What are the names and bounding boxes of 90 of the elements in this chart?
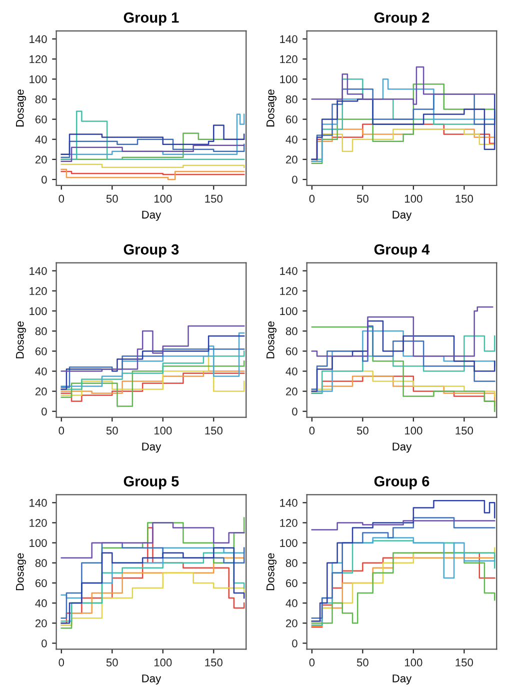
x-tick-label: 100 — [154, 194, 172, 203]
x-tick-label: 100 — [404, 194, 422, 203]
y-tick-label: 40 — [35, 367, 47, 376]
chart-title: Group 5 — [124, 476, 179, 490]
y-tick-label: 120 — [280, 55, 298, 64]
x-tick-label: 50 — [106, 194, 118, 203]
y-tick-label: 100 — [30, 307, 47, 316]
y-tick-label: 0 — [42, 408, 47, 416]
y-tick-label: 60 — [36, 579, 47, 588]
y-tick-label: 40 — [286, 136, 298, 144]
x-tick-label: 50 — [356, 658, 368, 666]
y-tick-label: 140 — [30, 35, 47, 44]
x-axis-title: Day — [142, 442, 162, 453]
x-tick-label: 150 — [205, 194, 222, 203]
x-tick-label: 100 — [154, 426, 172, 435]
y-tick-label: 20 — [35, 156, 47, 164]
x-axis-title: Day — [392, 674, 412, 685]
chart-title: Group 1 — [124, 12, 179, 26]
x-tick-label: 0 — [58, 426, 64, 435]
x-tick-label: 0 — [309, 426, 315, 435]
y-tick-label: 0 — [42, 176, 47, 184]
y-tick-label: 40 — [35, 136, 47, 144]
y-tick-label: 40 — [35, 599, 47, 608]
x-tick-label: 50 — [356, 426, 368, 435]
y-axis-title: Dosage — [16, 321, 26, 358]
y-axis-title: Dosage — [266, 90, 277, 126]
chart-title: Group 4 — [374, 244, 430, 258]
y-tick-label: 0 — [292, 408, 298, 416]
x-tick-label: 150 — [456, 658, 473, 666]
y-axis-title: Dosage — [266, 553, 277, 590]
y-tick-label: 100 — [30, 539, 47, 547]
y-tick-label: 80 — [286, 559, 298, 568]
y-tick-label: 120 — [30, 55, 47, 64]
y-tick-label: 100 — [280, 75, 298, 84]
y-tick-label: 100 — [280, 307, 298, 316]
y-axis-title: Dosage — [16, 90, 26, 126]
y-tick-label: 140 — [30, 498, 47, 507]
y-tick-label: 0 — [42, 639, 47, 648]
y-tick-label: 20 — [286, 156, 298, 164]
y-tick-label: 80 — [35, 559, 47, 568]
x-tick-label: 0 — [309, 194, 315, 203]
y-axis-title: Dosage — [16, 553, 26, 590]
x-tick-label: 0 — [58, 658, 64, 666]
y-tick-label: 120 — [280, 287, 298, 296]
x-axis-title: Day — [142, 210, 162, 221]
x-axis-title: Day — [392, 210, 412, 221]
x-tick-label: 50 — [356, 194, 368, 203]
x-tick-label: 0 — [309, 658, 315, 666]
y-tick-label: 0 — [292, 176, 298, 184]
x-tick-label: 150 — [205, 658, 222, 666]
y-tick-label: 20 — [286, 619, 298, 628]
y-tick-label: 20 — [286, 388, 298, 396]
y-tick-label: 40 — [286, 367, 298, 376]
x-tick-label: 100 — [404, 658, 422, 666]
chart-title: Group 6 — [374, 476, 430, 490]
y-tick-label: 40 — [286, 599, 298, 608]
x-tick-label: 150 — [456, 426, 473, 435]
x-tick-label: 100 — [404, 426, 422, 435]
x-tick-label: 0 — [58, 194, 64, 203]
y-tick-label: 0 — [292, 639, 298, 648]
y-axis-title: Dosage — [266, 321, 277, 358]
x-tick-label: 150 — [205, 426, 222, 435]
y-tick-label: 120 — [280, 519, 298, 527]
y-tick-label: 60 — [36, 347, 47, 356]
chart-title: Group 3 — [124, 244, 179, 258]
y-tick-label: 60 — [286, 116, 298, 124]
x-tick-label: 100 — [154, 658, 172, 666]
y-tick-label: 60 — [286, 347, 298, 356]
y-tick-label: 80 — [35, 95, 47, 104]
y-tick-label: 20 — [35, 619, 47, 628]
y-tick-label: 120 — [30, 519, 47, 527]
y-tick-label: 100 — [280, 539, 298, 547]
y-tick-label: 140 — [30, 267, 47, 275]
y-tick-label: 120 — [30, 287, 47, 296]
y-tick-label: 60 — [36, 116, 47, 124]
y-tick-label: 140 — [280, 267, 298, 275]
chart-title: Group 2 — [374, 12, 430, 26]
x-tick-label: 50 — [106, 426, 118, 435]
y-tick-label: 100 — [30, 75, 47, 84]
y-tick-label: 80 — [286, 95, 298, 104]
y-tick-label: 140 — [280, 35, 298, 44]
y-tick-label: 80 — [286, 327, 298, 336]
x-axis-title: Day — [142, 674, 162, 685]
y-tick-label: 60 — [286, 579, 298, 588]
y-tick-label: 140 — [280, 498, 298, 507]
x-tick-label: 150 — [456, 194, 473, 203]
y-tick-label: 20 — [35, 388, 47, 396]
y-tick-label: 80 — [35, 327, 47, 336]
x-tick-label: 50 — [106, 658, 118, 666]
x-axis-title: Day — [392, 442, 412, 453]
